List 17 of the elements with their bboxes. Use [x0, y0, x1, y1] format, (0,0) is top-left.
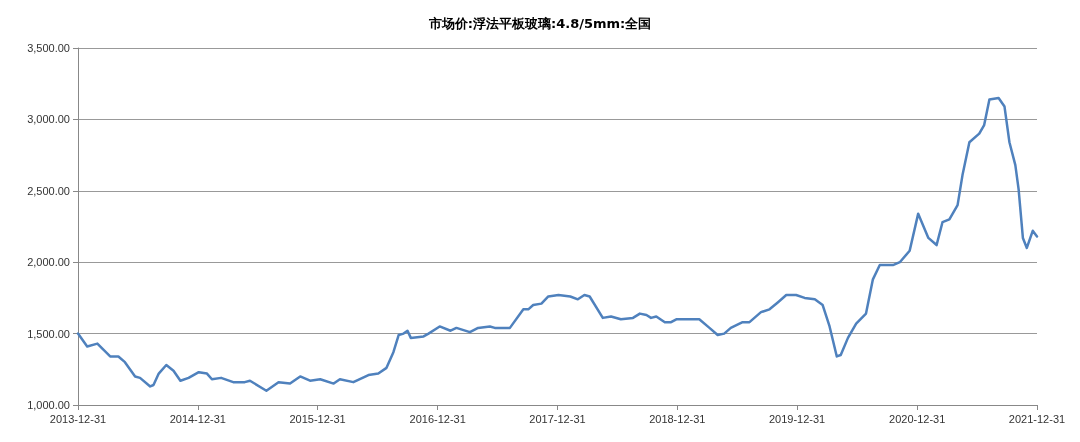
- x-tick-label: 2020-12-31: [889, 412, 946, 425]
- y-tick-label: 2,500.00: [27, 184, 70, 197]
- x-tick-label: 2015-12-31: [289, 412, 346, 425]
- y-tick-label: 2,000.00: [27, 256, 70, 269]
- line-series: [76, 96, 1039, 392]
- x-tick-label: 2019-12-31: [768, 412, 826, 425]
- y-tick-label: 3,500.00: [27, 42, 70, 54]
- x-tick-label: 2018-12-31: [649, 412, 706, 425]
- x-tick-label: 2014-12-31: [169, 412, 226, 425]
- x-tick-label: 2021-12-31: [1008, 412, 1066, 425]
- y-tick-label: 3,000.00: [27, 113, 70, 126]
- x-tick-label: 2013-12-31: [49, 412, 107, 425]
- y-tick-label: 1,500.00: [27, 327, 70, 340]
- x-tick-label: 2017-12-31: [529, 412, 586, 425]
- x-tick-label: 2016-12-31: [409, 412, 466, 425]
- chart-title: 市场价:浮法平板玻璃:4.8/5mm:全国: [427, 16, 652, 31]
- y-tick-label: 1,000.00: [27, 399, 70, 411]
